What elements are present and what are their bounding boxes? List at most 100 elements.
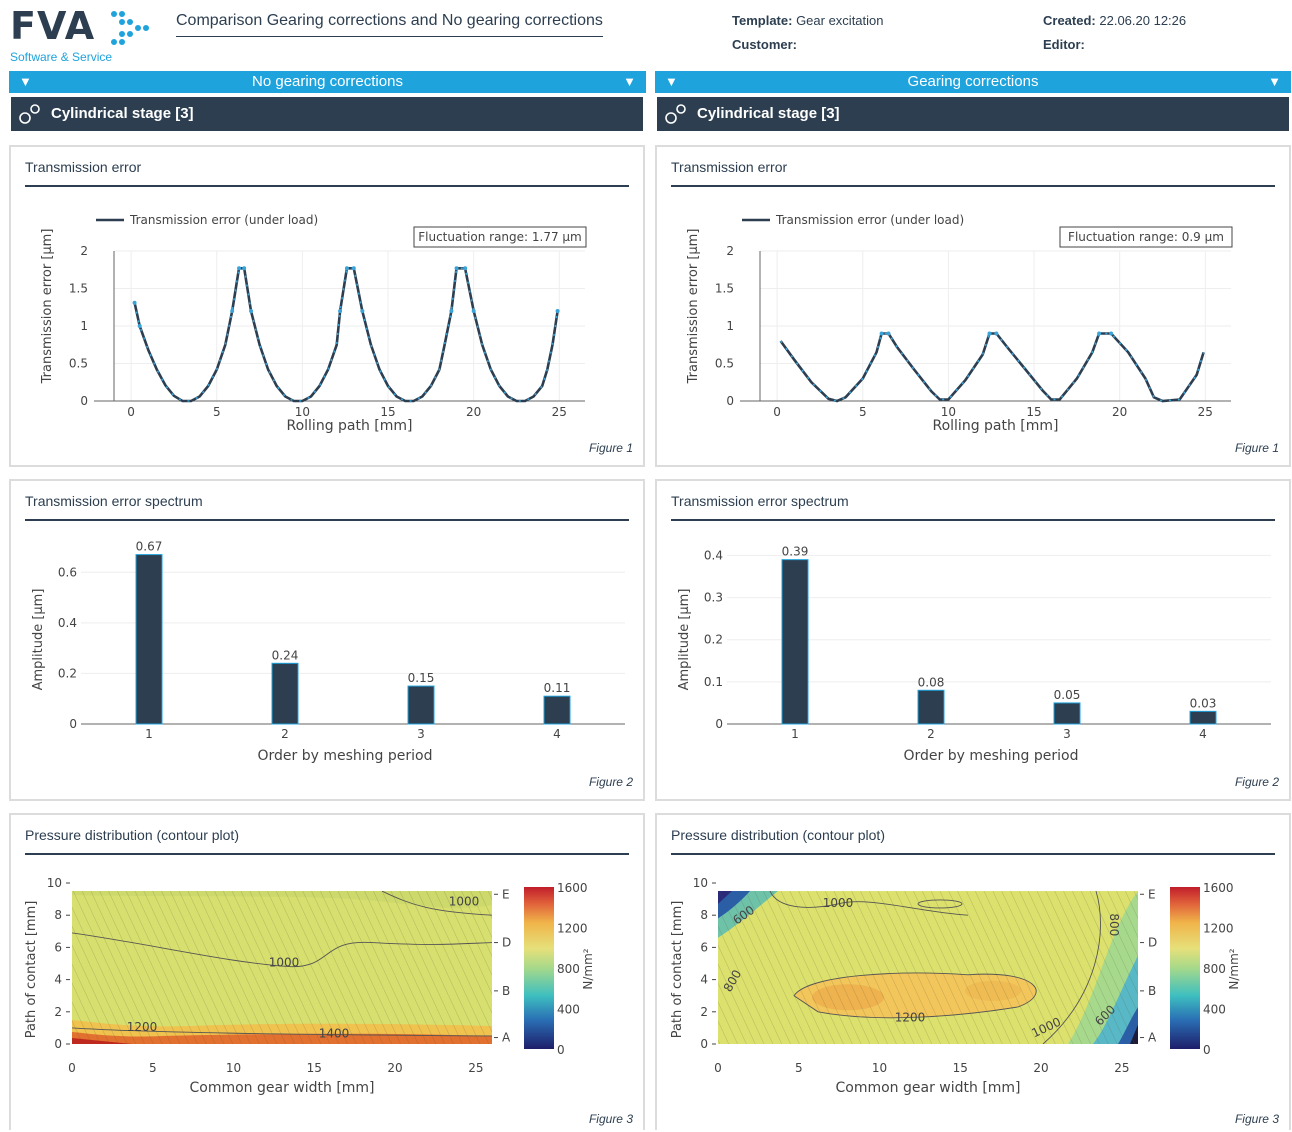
data-point <box>1097 331 1102 336</box>
pressure-panel-right: Pressure distribution (contour plot) 600… <box>655 813 1291 1130</box>
variant-label: Gearing corrections <box>907 73 1039 90</box>
panel-title: Transmission error spectrum <box>25 493 203 509</box>
y-axis-label: Amplitude [µm] <box>31 589 46 691</box>
data-point <box>987 331 992 336</box>
x-tick-label: 3 <box>417 727 425 741</box>
panel-title: Pressure distribution (contour plot) <box>671 827 885 843</box>
contour-label: 1000 <box>823 896 854 910</box>
contour-field <box>72 891 492 1044</box>
stage-label: Cylindrical stage [3] <box>697 105 840 122</box>
created-value: 22.06.20 12:26 <box>1099 13 1187 28</box>
spectrum-bar <box>917 689 945 725</box>
y-tick-label: 0.5 <box>715 357 734 371</box>
y-tick-label: 10 <box>693 876 708 890</box>
x-axis-label: Common gear width [mm] <box>189 1080 374 1096</box>
y-tick-label: 0 <box>54 1037 62 1051</box>
panel-divider <box>25 519 629 521</box>
x-tick-label: 15 <box>307 1061 322 1075</box>
template-field: Template: Gear excitation <box>732 13 884 28</box>
x-tick-label: 15 <box>1026 405 1041 419</box>
colorbar-tick-label: 400 <box>1203 1003 1226 1017</box>
variant-bar-corrections[interactable]: ▼ Gearing corrections ▼ <box>655 71 1291 93</box>
created-label: Created: <box>1043 13 1096 28</box>
y-tick-label: 2 <box>726 244 734 258</box>
collapse-triangle-icon[interactable]: ▼ <box>623 74 636 89</box>
x-tick-label: 0 <box>714 1061 722 1075</box>
contour-label: 800 <box>1107 913 1121 936</box>
report-header: FVA Software & Service Comparison Gearin… <box>0 0 1292 68</box>
contour-label: 1400 <box>319 1027 350 1041</box>
data-point <box>463 266 468 271</box>
editor-field: Editor: <box>1043 37 1085 52</box>
spectrum-bar <box>543 695 571 725</box>
panel-divider <box>671 185 1275 187</box>
data-point <box>237 266 242 271</box>
bar-value-label: 0.39 <box>782 545 809 559</box>
figure-label: Figure 2 <box>1234 775 1279 789</box>
x-tick-label: 5 <box>859 405 867 419</box>
contour-label: 1200 <box>895 1010 926 1024</box>
colorbar-tick-label: 1600 <box>1203 881 1234 895</box>
panel-title: Transmission error spectrum <box>671 493 849 509</box>
x-tick-label: 1 <box>791 727 799 741</box>
x-tick-label: 5 <box>149 1061 157 1075</box>
te-series-line <box>779 332 1205 403</box>
contour-label: 1000 <box>449 895 480 909</box>
stage-header-left[interactable]: Cylindrical stage [3] <box>11 97 643 131</box>
x-tick-label: 25 <box>1198 405 1213 419</box>
y-tick-label: 1 <box>80 319 88 333</box>
fluctuation-annotation: Fluctuation range: 1.77 µm <box>418 230 582 244</box>
colorbar-tick-label: 800 <box>1203 962 1226 976</box>
te-panel-right: Transmission error 0 5 10 15 20 25 0 0.5 1 1.5 2 Ro… <box>655 145 1291 467</box>
y-tick-label: 0 <box>726 394 734 408</box>
x-axis-label: Order by meshing period <box>258 748 433 764</box>
x-tick-label: 0 <box>127 405 135 419</box>
y-tick-label: 4 <box>700 973 708 987</box>
collapse-triangle-icon[interactable]: ▼ <box>1268 74 1281 89</box>
gears-icon <box>665 104 686 124</box>
bar-value-label: 0.67 <box>136 540 163 554</box>
y-tick-label: 8 <box>54 908 62 922</box>
annotation-box <box>413 226 587 248</box>
transmission-error-chart: 0 5 10 15 20 25 0 0.5 1 1.5 2 Rolling path [mm] Tran… <box>686 213 1233 434</box>
x-axis-label: Rolling path [mm] <box>932 418 1058 434</box>
logo-text: FVA <box>10 4 96 48</box>
y-tick-label: 6 <box>54 940 62 954</box>
y-tick-label: 0.1 <box>704 675 723 689</box>
data-point <box>132 300 137 305</box>
y-axis-label: Transmission error [µm] <box>40 229 55 385</box>
x-tick-label: 20 <box>1033 1061 1048 1075</box>
colorbar-title: N/mm² <box>1227 948 1241 989</box>
data-point <box>994 331 999 336</box>
variant-bar-no-corrections[interactable]: ▼ No gearing corrections ▼ <box>9 71 646 93</box>
y-tick-label: 0 <box>700 1037 708 1051</box>
bar-value-label: 0.11 <box>544 681 571 695</box>
spectrum-bar <box>781 559 809 725</box>
stage-header-right[interactable]: Cylindrical stage [3] <box>657 97 1289 131</box>
colorbar-tick-label: 1600 <box>557 881 588 895</box>
logo-subtitle: Software & Service <box>10 50 113 64</box>
colorbar-tick-label: 0 <box>1203 1043 1211 1057</box>
x-tick-label: 25 <box>552 405 567 419</box>
right-tick-label: A <box>1148 1031 1157 1045</box>
template-label: Template: <box>732 13 793 28</box>
panel-divider <box>25 185 629 187</box>
y-tick-label: 0.4 <box>58 616 77 630</box>
bar-value-label: 0.24 <box>272 648 299 662</box>
data-point <box>338 309 343 313</box>
collapse-triangle-icon[interactable]: ▼ <box>19 74 32 89</box>
x-tick-label: 5 <box>795 1061 803 1075</box>
y-tick-label: 0.2 <box>704 633 723 647</box>
x-tick-label: 15 <box>953 1061 968 1075</box>
x-tick-label: 20 <box>387 1061 402 1075</box>
x-tick-label: 20 <box>1112 405 1127 419</box>
collapse-triangle-icon[interactable]: ▼ <box>665 74 678 89</box>
data-point <box>555 309 560 313</box>
spectrum-bar <box>135 554 163 725</box>
x-tick-label: 10 <box>941 405 956 419</box>
panel-title: Pressure distribution (contour plot) <box>25 827 239 843</box>
pressure-contour-chart: 1000 1000 1200 1400 0 5 10 15 20 25 0 2 4 6 8 10 A B D E Com… <box>24 876 595 1096</box>
spectrum-chart: 0 0.2 0.4 0.6 0.67 1 0.24 2 0.15 3 0.11 4 Order by m… <box>31 540 625 764</box>
colorbar <box>1170 887 1200 1049</box>
